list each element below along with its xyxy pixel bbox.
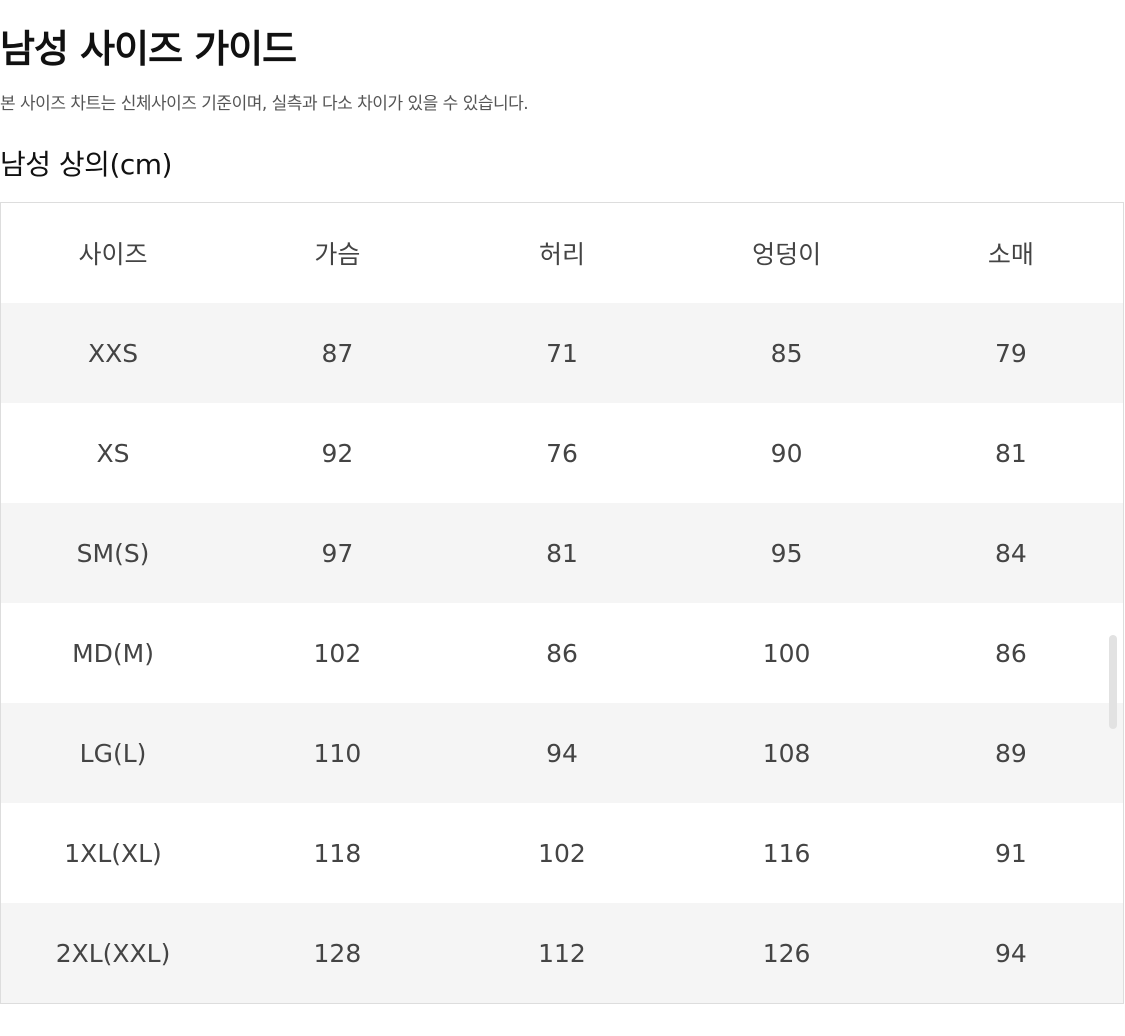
table-cell: XS (96, 438, 130, 468)
column-header: 엉덩이 (752, 240, 822, 269)
table-cell: 86 (546, 638, 578, 668)
table-cell: 116 (762, 838, 811, 868)
table-cell: 90 (770, 438, 803, 468)
table-row: 2XL(XXL) 128 112 126 94 (0, 903, 1124, 1004)
table-cell: MD(M) (72, 638, 154, 668)
table-cell: 128 (313, 938, 362, 968)
table-cell: 100 (762, 638, 811, 668)
table-cell: 97 (321, 538, 354, 568)
table-cell: SM(S) (76, 538, 150, 568)
table-cell: 95 (770, 538, 803, 568)
table-cell: 85 (770, 338, 803, 368)
table-cell: 118 (313, 838, 362, 868)
table-cell: 112 (538, 938, 586, 968)
table-cell: XXS (87, 338, 139, 368)
table-cell: 102 (313, 638, 362, 668)
column-header: 소매 (987, 240, 1034, 269)
table-cell: 102 (538, 838, 586, 868)
table-cell: 1XL(XL) (64, 838, 162, 868)
table-row: MD(M) 102 86 100 86 (1, 603, 1124, 703)
table-cell: 87 (321, 338, 354, 368)
table-row: XS 92 76 90 81 (1, 403, 1124, 503)
table-header-row: 사이즈 가슴 허리 엉덩이 소매 (1, 203, 1124, 304)
table-cell: 94 (995, 938, 1027, 968)
table-cell: 110 (313, 738, 362, 768)
size-table: 사이즈 가슴 허리 엉덩이 소매 XXS 87 71 85 79 XS 92 76 90 81 SM(S) 9… (0, 202, 1124, 1004)
table-cell: 79 (995, 338, 1027, 368)
table-cell: 92 (321, 438, 354, 468)
table-cell: 84 (995, 538, 1027, 568)
table-cell: LG(L) (79, 738, 147, 768)
table-cell: 2XL(XXL) (55, 938, 171, 968)
table-cell: 89 (995, 738, 1027, 768)
table-cell: 94 (546, 738, 578, 768)
table-cell: 71 (546, 338, 578, 368)
column-header: 사이즈 (78, 240, 148, 269)
table-cell: 86 (995, 638, 1027, 668)
column-header: 허리 (538, 240, 585, 269)
table-row: 1XL(XL) 118 102 116 91 (1, 803, 1124, 903)
table-cell: 76 (546, 438, 578, 468)
table-row: LG(L) 110 94 108 89 (0, 703, 1124, 803)
table-cell: 91 (995, 838, 1027, 868)
size-chart-note: 본 사이즈 차트는 신체사이즈 기준이며, 실측과 다소 차이가 있을 수 있습… (0, 94, 529, 114)
section-title: 남성 상의(cm) (0, 148, 172, 181)
table-row: SM(S) 97 81 95 84 (0, 503, 1124, 603)
scrollbar[interactable] (1109, 635, 1117, 729)
table-cell: 81 (546, 538, 578, 568)
column-header: 가슴 (314, 240, 361, 269)
page-title: 남성 사이즈 가이드 (0, 27, 297, 71)
table-cell: 81 (995, 438, 1027, 468)
table-row: XXS 87 71 85 79 (0, 303, 1124, 403)
table-cell: 126 (762, 938, 811, 968)
table-cell: 108 (762, 738, 811, 768)
